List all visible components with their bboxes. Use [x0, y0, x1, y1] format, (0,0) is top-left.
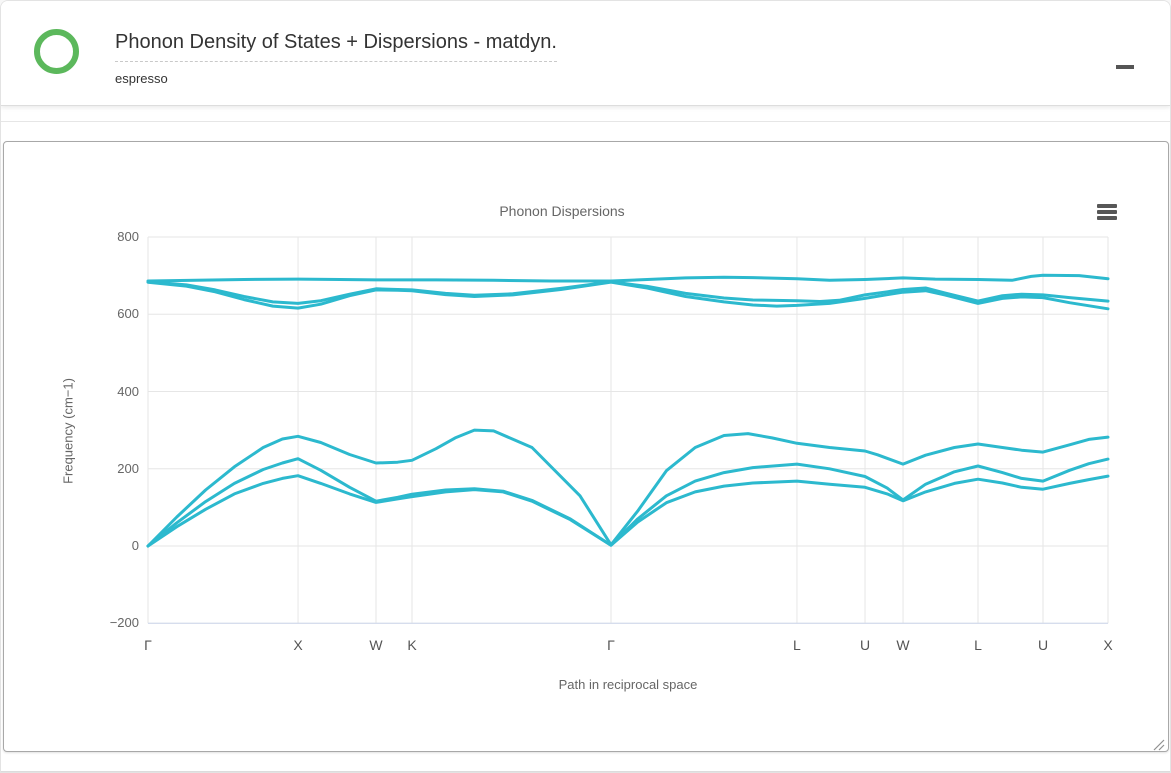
page-subtitle: espresso	[115, 71, 168, 86]
section-divider	[1, 121, 1170, 122]
minimize-icon	[1116, 65, 1134, 69]
chart-title: Phonon Dispersions	[499, 203, 625, 219]
next-section-edge	[1, 771, 1170, 772]
app-logo-ring-icon	[34, 29, 79, 74]
page-title[interactable]: Phonon Density of States + Dispersions -…	[115, 31, 557, 62]
header-card: Phonon Density of States + Dispersions -…	[1, 1, 1170, 106]
x-axis-title: Path in reciprocal space	[558, 677, 698, 692]
y-axis-title: Frequency (cm−1)	[60, 378, 76, 484]
chart-card	[3, 141, 1169, 752]
chart-context-menu-button[interactable]	[1093, 200, 1121, 226]
resize-handle[interactable]	[1151, 737, 1165, 751]
minimize-button[interactable]	[1109, 53, 1141, 79]
